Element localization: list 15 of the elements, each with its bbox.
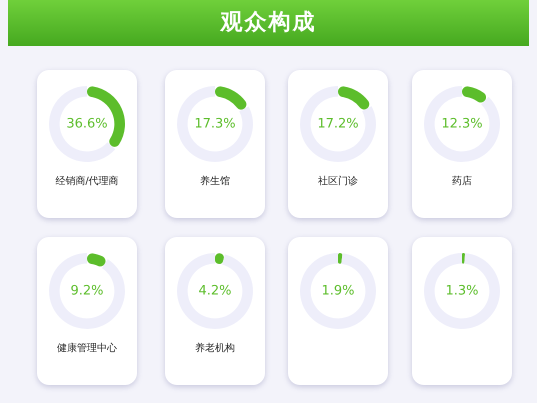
data-label: 17.2% [317,116,359,132]
data-label: 12.3% [441,116,483,132]
data-label: 1.3% [445,283,479,298]
text: 养老机构 [194,342,236,355]
text: 社区门诊 [317,174,359,188]
data-label: 1.9% [321,283,355,298]
data-label: 36.6% [66,116,108,132]
data-label: 4.2% [198,283,232,298]
data-label: 9.2% [70,283,104,298]
text: 观众构成 [8,0,529,46]
text: 养生馆 [199,174,231,188]
text: 经销商/代理商 [54,174,120,188]
data-label: 17.3% [194,116,236,132]
text: 药店 [451,174,473,188]
text: 健康管理中心 [56,342,118,355]
